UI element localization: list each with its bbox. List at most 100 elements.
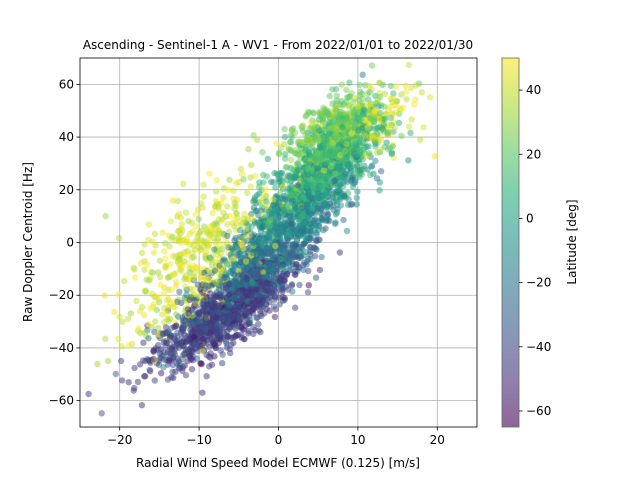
scatter-point [353,194,360,202]
scatter-point [408,84,415,92]
scatter-point [182,349,190,356]
scatter-point [216,309,223,316]
scatter-point [199,304,206,311]
scatter-point [349,98,357,106]
scatter-point [354,188,361,195]
scatter-point [125,379,132,386]
scatter-point [224,221,231,228]
scatter-point [251,305,258,312]
scatter-point [266,211,273,218]
scatter-point [157,281,164,288]
scatter-point [211,267,219,274]
scatter-point [151,328,158,335]
y-axis-label: Raw Doppler Centroid [Hz] [21,162,35,322]
scatter-point [328,161,335,169]
scatter-point [393,98,400,105]
scatter-point [298,244,305,251]
scatter-point [166,315,174,323]
scatter-point [369,162,376,169]
scatter-point [286,207,293,214]
scatter-point [180,180,187,187]
scatter-point [244,189,251,197]
scatter-point [191,326,198,334]
scatter-point [304,166,311,174]
scatter-point [166,260,174,268]
scatter-point [129,340,136,348]
scatter-point [301,259,308,266]
scatter-point [231,294,238,301]
scatter-point [252,238,260,246]
scatter-point [376,110,384,117]
y-tick-label: 60 [59,77,74,91]
scatter-point [258,281,265,288]
scatter-point [206,343,213,350]
scatter-point [314,189,321,196]
scatter-point [281,125,288,133]
scatter-point [313,231,320,238]
scatter-point [278,284,286,291]
x-tick-label: 10 [350,433,365,447]
scatter-point [233,277,240,285]
scatter-point [373,175,381,182]
scatter-point [326,92,333,100]
scatter-point [202,325,209,332]
scatter-point [248,210,255,218]
scatter-point [322,106,329,113]
scatter-point [134,378,142,386]
scatter-point [212,279,220,286]
scatter-point [226,176,233,183]
scatter-point [318,172,326,179]
scatter-point [117,357,125,365]
scatter-point [336,249,344,256]
scatter-point [431,153,438,160]
y-tick-label: 0 [66,236,74,250]
scatter-point [246,232,253,239]
scatter-point [259,212,267,219]
y-tick-label: −20 [49,288,74,302]
scatter-point [238,331,245,338]
scatter-point [345,94,352,101]
scatter-point [376,116,384,123]
scatter-point [407,129,414,137]
scatter-point [245,146,252,153]
scatter-point [238,294,246,302]
colorbar-tick-label: −40 [526,340,551,354]
scatter-point [412,96,419,103]
scatter-point [271,313,279,321]
scatter-point [189,228,196,235]
scatter-point [362,132,369,140]
scatter-point [381,115,389,123]
scatter-point [225,291,233,298]
scatter-point [220,328,227,335]
scatter-point [268,178,275,186]
scatter-point [340,156,348,163]
scatter-point [283,254,290,262]
scatter-point [172,282,180,289]
scatter-point [340,182,347,190]
scatter-point [192,269,199,276]
scatter-point [426,94,434,101]
scatter-point [85,390,92,398]
scatter-point [280,227,287,235]
scatter-point [253,136,261,143]
scatter-point [292,205,299,212]
scatter-point [331,124,339,132]
scatter-point [168,343,176,351]
x-tick-label: 0 [275,433,283,447]
scatter-point [316,202,323,210]
scatter-point [160,352,167,359]
scatter-point [286,146,293,154]
scatter-point [119,318,126,325]
scatter-point [366,88,373,96]
scatter-point [263,306,270,313]
scatter-point [226,323,233,331]
scatter-point [371,107,378,114]
scatter-point [304,182,311,190]
scatter-point [361,106,368,114]
scatter-point [299,224,306,231]
scatter-point [174,228,182,235]
scatter-point [141,373,148,380]
scatter-point [230,267,237,274]
scatter-point [303,201,311,208]
scatter-point [137,259,145,267]
